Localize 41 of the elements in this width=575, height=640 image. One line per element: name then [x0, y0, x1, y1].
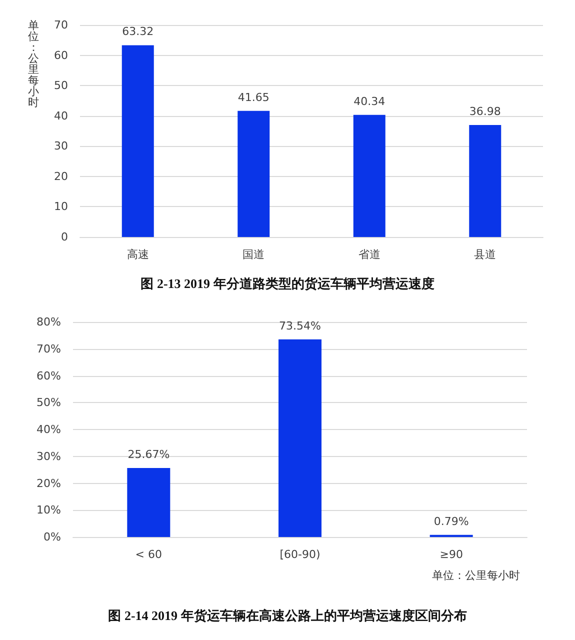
x-tick-label: 高速 — [126, 248, 149, 261]
x-tick-label: [60-90) — [280, 548, 320, 561]
bar — [122, 45, 154, 237]
y-tick-label: 70 — [54, 18, 68, 32]
x-tick-label: < 60 — [135, 548, 162, 561]
y-tick-label: 20% — [36, 476, 61, 490]
y-tick-label: 50% — [36, 396, 61, 410]
text: 图 2-14 2019 年货运车辆在高速公路上的平均营运速度区间分布 — [108, 608, 467, 623]
bar — [469, 125, 502, 237]
y-tick-label: 0 — [61, 230, 68, 244]
data-label: 63.32 — [122, 25, 154, 38]
y-tick-label: 80% — [36, 316, 61, 328]
bar — [238, 110, 270, 237]
x-tick-label: ≥90 — [440, 548, 463, 561]
text: 图 2-13 2019 年分道路类型的货运车辆平均营运速度 — [140, 276, 434, 291]
bar — [127, 468, 170, 537]
data-label: 36.98 — [469, 105, 501, 118]
data-label: 0.79% — [434, 514, 469, 528]
y-tick-label: 40 — [54, 109, 68, 122]
data-label: 73.54% — [279, 319, 321, 332]
y-tick-label: 20 — [54, 170, 68, 183]
data-label: 40.34 — [354, 94, 386, 108]
y-tick-label: 10 — [54, 200, 68, 214]
x-tick-label: 国道 — [242, 248, 265, 261]
data-label: 25.67% — [128, 448, 170, 462]
y-tick-label: 70% — [36, 342, 61, 356]
y-tick-label: 50 — [54, 79, 68, 92]
text: 单位：公里每小时 — [432, 569, 520, 582]
y-tick-label: 30 — [54, 140, 68, 153]
y-tick-label: 40% — [36, 423, 61, 436]
x-tick-label: 县道 — [474, 248, 496, 261]
y-tick-label: 0% — [44, 530, 61, 544]
data-label: 41.65 — [238, 90, 270, 104]
y-axis-title: 单位：公里每小时 — [28, 19, 39, 109]
y-tick-label: 60 — [54, 48, 68, 62]
bar — [353, 114, 386, 237]
y-tick-label: 30% — [36, 450, 61, 463]
x-tick-label: 省道 — [358, 248, 380, 261]
y-tick-label: 60% — [36, 369, 61, 382]
bar — [278, 339, 322, 537]
y-tick-label: 10% — [36, 504, 61, 517]
